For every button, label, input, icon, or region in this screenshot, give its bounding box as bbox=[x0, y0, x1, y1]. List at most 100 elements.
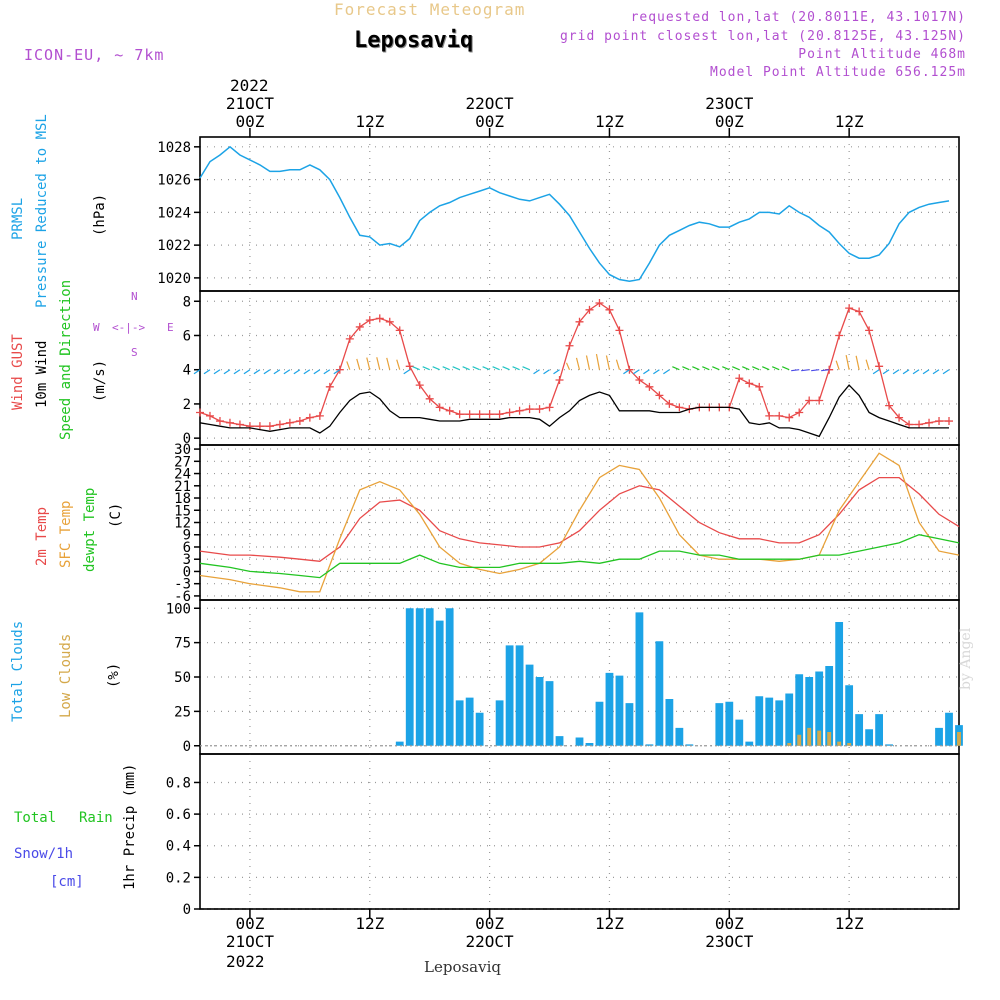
y-tick-label: 0.6 bbox=[166, 807, 191, 823]
gust-marker bbox=[915, 420, 924, 429]
total-cloud-bar bbox=[575, 737, 584, 746]
gust-marker bbox=[545, 403, 554, 412]
y-tick-label: -3 bbox=[174, 577, 191, 593]
total-cloud-bar bbox=[415, 608, 424, 746]
gust-marker bbox=[655, 391, 664, 400]
time-label-time: 12Z bbox=[355, 112, 385, 131]
y-tick-label: 30 bbox=[174, 442, 191, 458]
wind-arrow bbox=[605, 355, 611, 370]
label-hpa: (hPa) bbox=[92, 193, 108, 236]
wind-arrow bbox=[462, 366, 470, 371]
wind-arrow bbox=[595, 353, 601, 370]
gust-marker bbox=[905, 420, 914, 429]
gust-line bbox=[199, 302, 949, 427]
y-tick-label: 0 bbox=[183, 739, 191, 755]
wind-arrow bbox=[811, 369, 820, 372]
wind-arrow bbox=[233, 369, 241, 375]
total-cloud-bar bbox=[475, 712, 484, 746]
compass-e: E bbox=[167, 321, 174, 334]
y-tick-label: 25 bbox=[174, 704, 191, 720]
gust-marker bbox=[895, 413, 904, 422]
total-cloud-bar bbox=[775, 700, 784, 746]
gust-marker bbox=[215, 417, 224, 426]
time-label-date: 22OCT bbox=[465, 932, 514, 951]
total-cloud-bar bbox=[815, 671, 824, 746]
wind-arrow bbox=[412, 366, 420, 371]
time-label-time: 12Z bbox=[355, 914, 385, 933]
time-label-date: 21OCT bbox=[225, 932, 274, 951]
gust-marker bbox=[525, 405, 534, 414]
gust-marker bbox=[575, 317, 584, 326]
label-total-clouds: Total Clouds bbox=[10, 620, 26, 722]
total-cloud-bar bbox=[585, 743, 594, 746]
label-10m-wind: 10m Wind bbox=[34, 340, 50, 408]
total-cloud-bar bbox=[465, 697, 474, 746]
y-tick-label: 75 bbox=[174, 636, 191, 652]
wind-arrow bbox=[346, 361, 351, 370]
gust-marker bbox=[245, 422, 254, 431]
total-cloud-bar bbox=[835, 622, 844, 746]
title-top: Forecast Meteogram bbox=[334, 0, 526, 19]
wind-arrow bbox=[892, 369, 900, 375]
temp-sfc-line bbox=[199, 452, 960, 593]
bottom-year: 2022 bbox=[226, 952, 265, 971]
y-tick-label: 1020 bbox=[157, 271, 191, 287]
wind-arrow bbox=[712, 366, 720, 371]
wind-arrow bbox=[781, 366, 790, 371]
total-cloud-bar bbox=[595, 701, 604, 746]
y-tick-label: 8 bbox=[183, 294, 191, 310]
gust-marker bbox=[196, 408, 204, 417]
wind-arrow bbox=[193, 369, 201, 375]
gust-marker bbox=[765, 411, 774, 420]
label-prmsl: PRMSL bbox=[10, 197, 26, 240]
wind-arrow bbox=[643, 369, 650, 375]
label-pressure-msl: Pressure Reduced to MSL bbox=[34, 114, 50, 308]
gust-marker bbox=[815, 396, 824, 405]
compass-s: S bbox=[131, 346, 138, 359]
gust-marker bbox=[255, 422, 264, 431]
wind-arrow bbox=[855, 355, 860, 370]
wind-arrow bbox=[865, 359, 870, 370]
total-cloud-bar bbox=[855, 714, 864, 746]
total-cloud-bar bbox=[645, 744, 654, 746]
wind-arrow bbox=[912, 369, 920, 375]
time-label-date: 21OCT bbox=[225, 94, 274, 113]
low-cloud-bar bbox=[817, 730, 822, 746]
compass-n: N bbox=[131, 290, 138, 303]
y-tick-label: 1026 bbox=[157, 173, 191, 189]
total-cloud-bar bbox=[885, 744, 893, 746]
gust-marker bbox=[645, 382, 654, 391]
time-label-date: 22OCT bbox=[465, 94, 514, 113]
label-low-clouds: Low Clouds bbox=[58, 633, 74, 718]
label-sfc-temp: SFC Temp bbox=[58, 500, 74, 568]
gust-marker bbox=[345, 334, 354, 343]
total-cloud-bar bbox=[425, 608, 434, 746]
gust-marker bbox=[535, 405, 544, 414]
label-dewpt-temp: dewpt Temp bbox=[82, 487, 98, 572]
gust-marker bbox=[615, 326, 624, 335]
wind-arrow bbox=[243, 369, 251, 375]
total-cloud-bar bbox=[825, 666, 834, 746]
y-tick-label: 6 bbox=[183, 540, 191, 556]
y-tick-label: 1028 bbox=[157, 140, 191, 156]
gust-marker bbox=[595, 298, 604, 307]
gust-marker bbox=[565, 341, 574, 350]
total-cloud-bar bbox=[505, 645, 514, 746]
gust-marker bbox=[475, 410, 484, 419]
gust-marker bbox=[775, 411, 784, 420]
y-tick-label: 24 bbox=[174, 467, 191, 483]
label-ms: (m/s) bbox=[92, 359, 108, 402]
y-tick-label: 9 bbox=[183, 528, 191, 544]
gust-marker bbox=[585, 305, 594, 314]
model-altitude: Model Point Altitude 656.125m bbox=[710, 65, 966, 80]
total-cloud-bar bbox=[715, 703, 724, 746]
time-label-date: 23OCT bbox=[705, 932, 754, 951]
wind-arrow bbox=[692, 366, 700, 371]
wind-arrow bbox=[492, 366, 500, 371]
gridpoint-coords: grid point closest lon,lat (20.8125E, 43… bbox=[559, 29, 966, 44]
wind-arrow bbox=[722, 366, 730, 371]
wind-arrow bbox=[203, 369, 211, 375]
wind-arrow bbox=[872, 369, 880, 375]
wind-arrow bbox=[293, 369, 301, 375]
low-cloud-bar bbox=[837, 741, 842, 746]
